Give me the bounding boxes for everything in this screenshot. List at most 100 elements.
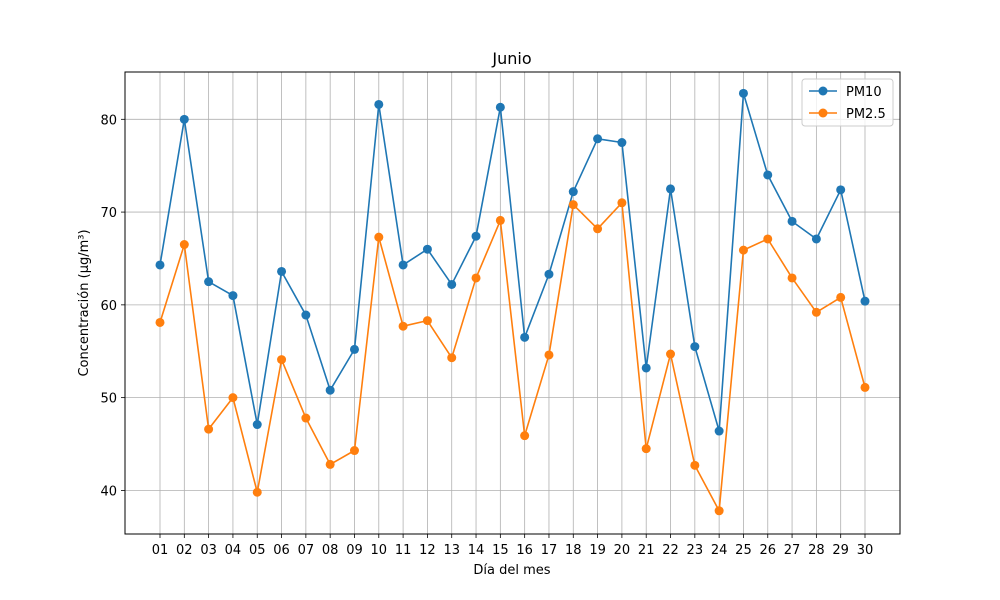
x-axis-label: Día del mes (473, 563, 550, 578)
data-point (301, 310, 311, 320)
x-tick-label: 13 (443, 543, 460, 558)
data-point (860, 296, 870, 306)
data-point (447, 279, 457, 289)
data-point (252, 487, 262, 497)
data-point (787, 216, 797, 226)
x-tick-label: 24 (711, 543, 728, 558)
data-point (593, 224, 603, 234)
data-point (447, 353, 457, 363)
data-point (277, 355, 287, 365)
x-tick-label: 01 (152, 543, 169, 558)
y-axis-label: Concentración (µg/m³) (77, 229, 92, 376)
x-tick-label: 21 (638, 543, 655, 558)
legend: PM10 PM2.5 (801, 78, 894, 127)
x-tick-label: 06 (273, 543, 290, 558)
data-point (641, 444, 651, 454)
data-point (763, 170, 773, 180)
data-point (204, 277, 214, 287)
data-point (690, 342, 700, 352)
data-point (398, 321, 408, 331)
y-tick-label: 60 (100, 299, 117, 314)
data-point (690, 460, 700, 470)
x-tick-label: 27 (784, 543, 801, 558)
data-point (811, 234, 821, 244)
x-tick-label: 29 (832, 543, 849, 558)
x-tick-label: 07 (298, 543, 315, 558)
y-tick-label: 70 (100, 206, 117, 221)
plot-frame (124, 71, 901, 535)
grid (125, 72, 900, 534)
data-point (204, 424, 214, 434)
data-point (301, 413, 311, 423)
x-tick-label: 19 (589, 543, 606, 558)
x-tick-label: 23 (687, 543, 704, 558)
y-tick-label: 80 (100, 113, 117, 128)
data-point (714, 506, 724, 516)
data-point (471, 273, 481, 283)
data-point (593, 134, 603, 144)
series-line (159, 92, 866, 432)
x-tick-label: 11 (395, 543, 412, 558)
data-point (860, 382, 870, 392)
data-point (179, 240, 189, 250)
x-tick-label: 08 (322, 543, 339, 558)
x-tick-label: 04 (225, 543, 242, 558)
data-point (495, 215, 505, 225)
x-tick-label: 05 (249, 543, 266, 558)
series-line (159, 202, 866, 512)
x-tick-label: 22 (662, 543, 679, 558)
data-point (836, 292, 846, 302)
x-tick-label: 09 (346, 543, 363, 558)
x-tick-label: 25 (735, 543, 752, 558)
x-tick-label: 12 (419, 543, 436, 558)
x-tick-label: 10 (371, 543, 388, 558)
x-tick-label: 02 (176, 543, 193, 558)
x-tick-label: 14 (468, 543, 485, 558)
data-point (568, 187, 578, 197)
x-axis: 01 02 03 04 05 06 07 08 09 10 11 12 13 14 15 16 17 18 19 20… (152, 534, 873, 558)
data-point (325, 385, 335, 395)
data-point (398, 260, 408, 270)
data-point (617, 198, 627, 208)
x-tick-label: 26 (759, 543, 776, 558)
data-point (738, 88, 748, 98)
data-point (836, 185, 846, 195)
data-point (471, 231, 481, 241)
data-point (811, 307, 821, 317)
data-point (520, 332, 530, 342)
y-tick-label: 50 (100, 392, 117, 407)
data-point (544, 269, 554, 279)
series-pm2-5 (155, 198, 870, 516)
data-point (787, 273, 797, 283)
data-point (666, 184, 676, 194)
data-point (495, 102, 505, 112)
data-point (374, 232, 384, 242)
data-point (422, 244, 432, 254)
data-point (641, 363, 651, 373)
y-tick-label: 40 (100, 484, 117, 499)
x-tick-label: 20 (614, 543, 631, 558)
data-point (228, 393, 238, 403)
x-tick-label: 28 (808, 543, 825, 558)
data-point (617, 138, 627, 148)
legend-marker (818, 86, 828, 96)
data-point (155, 260, 165, 270)
data-point (544, 350, 554, 360)
x-tick-label: 03 (200, 543, 217, 558)
x-tick-label: 16 (516, 543, 533, 558)
data-point (155, 317, 165, 327)
chart-title: Junio (491, 49, 531, 68)
data-point (714, 426, 724, 436)
data-point (277, 266, 287, 276)
data-point (349, 344, 359, 354)
data-point (228, 291, 238, 301)
legend-marker (818, 108, 828, 118)
data-point (422, 316, 432, 326)
data-point (349, 446, 359, 456)
data-point (738, 245, 748, 255)
data-point (179, 114, 189, 124)
data-point (568, 200, 578, 210)
x-tick-label: 17 (541, 543, 558, 558)
series-pm10 (155, 88, 870, 436)
